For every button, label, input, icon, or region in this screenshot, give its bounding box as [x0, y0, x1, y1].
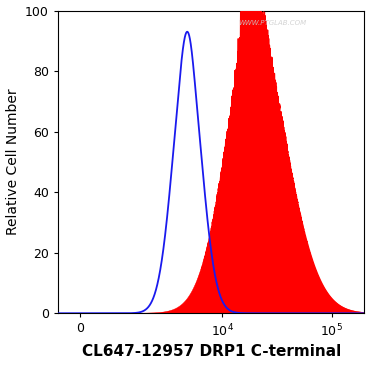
Text: WWW.PTGLAB.COM: WWW.PTGLAB.COM: [238, 20, 307, 26]
X-axis label: CL647-12957 DRP1 C-terminal: CL647-12957 DRP1 C-terminal: [82, 345, 341, 360]
Y-axis label: Relative Cell Number: Relative Cell Number: [6, 89, 20, 235]
